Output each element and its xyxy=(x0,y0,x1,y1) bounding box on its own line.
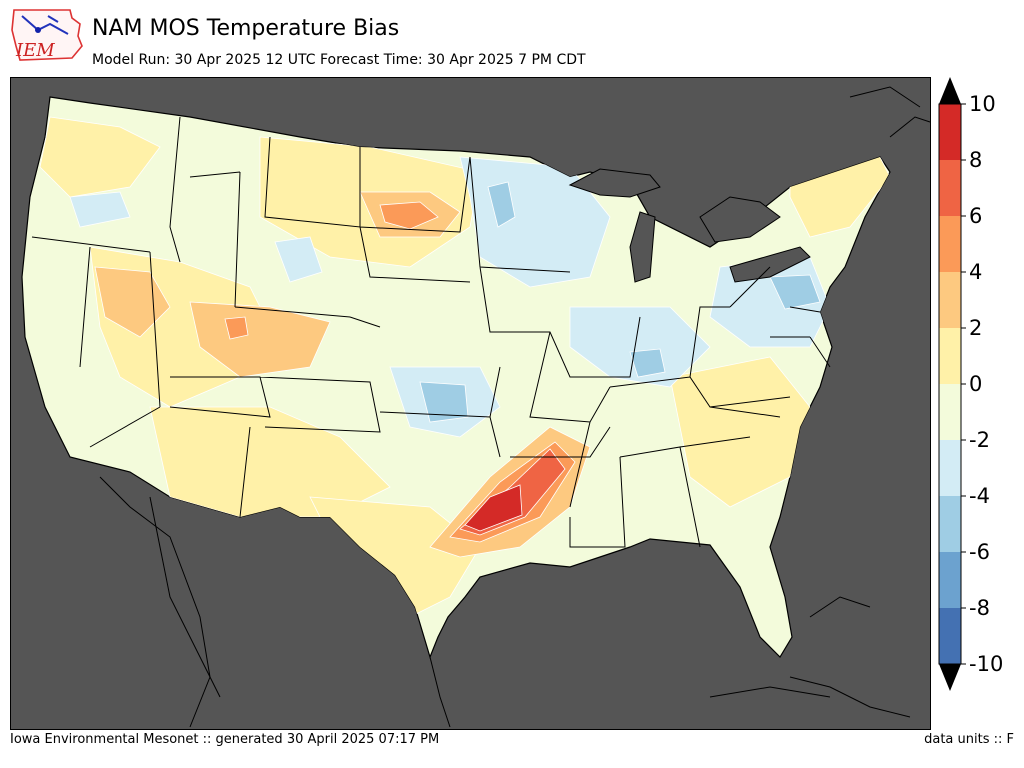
colorbar-label: -4 xyxy=(969,484,990,508)
bias-region-minnesota-cool xyxy=(487,181,516,228)
bias-region-utah-hot xyxy=(224,316,249,340)
footer-attribution: Iowa Environmental Mesonet :: generated … xyxy=(10,732,440,747)
colorbar-label: -6 xyxy=(969,540,990,564)
colorbar-swatch xyxy=(939,552,961,609)
coastlines xyxy=(99,86,931,728)
temperature-bias-colorbar: 10 8 6 4 2 0 -2 -4 -6 -8 -10 xyxy=(938,77,1003,691)
colorbar-swatch xyxy=(939,440,961,497)
colorbar-label: 6 xyxy=(969,204,982,228)
colorbar-label: 2 xyxy=(969,316,982,340)
map-frame xyxy=(10,77,931,730)
land-area xyxy=(21,86,931,728)
colorbar-overflow-top-arrow xyxy=(939,77,961,104)
colorbar-swatch xyxy=(939,384,961,441)
temperature-bias-map xyxy=(10,77,931,730)
bias-region-wyoming-cool xyxy=(274,236,323,283)
colorbar-label: -10 xyxy=(969,652,1003,676)
colorbar-swatch xyxy=(939,496,961,553)
bias-region-pennsylvania-cool xyxy=(769,274,821,310)
colorbar-swatch xyxy=(939,104,961,161)
colorbar-label: 10 xyxy=(969,92,996,116)
footer-units: data units :: F xyxy=(924,732,1014,747)
great-lakes xyxy=(568,168,811,283)
bias-region-ohio-valley-cool xyxy=(569,306,711,388)
bias-region-southeast-warm xyxy=(669,356,811,508)
bias-region-ohio-valley-colder xyxy=(629,348,666,378)
state-borders xyxy=(31,116,831,548)
colorbar-label: 0 xyxy=(969,372,982,396)
iem-logo: IEM xyxy=(11,9,83,61)
colorbar-swatch xyxy=(939,160,961,217)
colorbar-overflow-bottom-arrow xyxy=(939,664,961,691)
bias-region-kansas-colder xyxy=(419,381,469,423)
colorbar-swatch xyxy=(939,328,961,385)
map-title: NAM MOS Temperature Bias xyxy=(92,16,400,41)
bias-region-west-warm xyxy=(39,116,161,198)
bias-region-west-coast-cool xyxy=(69,191,131,228)
colorbar-label: 4 xyxy=(969,260,982,284)
colorbar-label: 8 xyxy=(969,148,982,172)
colorbar-label: -8 xyxy=(969,596,990,620)
bias-region-utah-warm xyxy=(189,301,331,378)
bias-region-arklatex-hottest xyxy=(464,484,523,532)
iem-logo-text: IEM xyxy=(15,40,55,61)
colorbar-label: -2 xyxy=(969,428,990,452)
colorbar-swatch xyxy=(939,608,961,665)
bias-region-dakotas-hot xyxy=(379,201,439,230)
colorbar-swatches xyxy=(939,104,961,665)
colorbar-swatch xyxy=(939,216,961,273)
colorbar-swatch xyxy=(939,272,961,329)
colorbar-labels: 10 8 6 4 2 0 -2 -4 -6 -8 -10 xyxy=(961,92,1003,676)
map-subtitle: Model Run: 30 Apr 2025 12 UTC Forecast T… xyxy=(92,52,586,68)
